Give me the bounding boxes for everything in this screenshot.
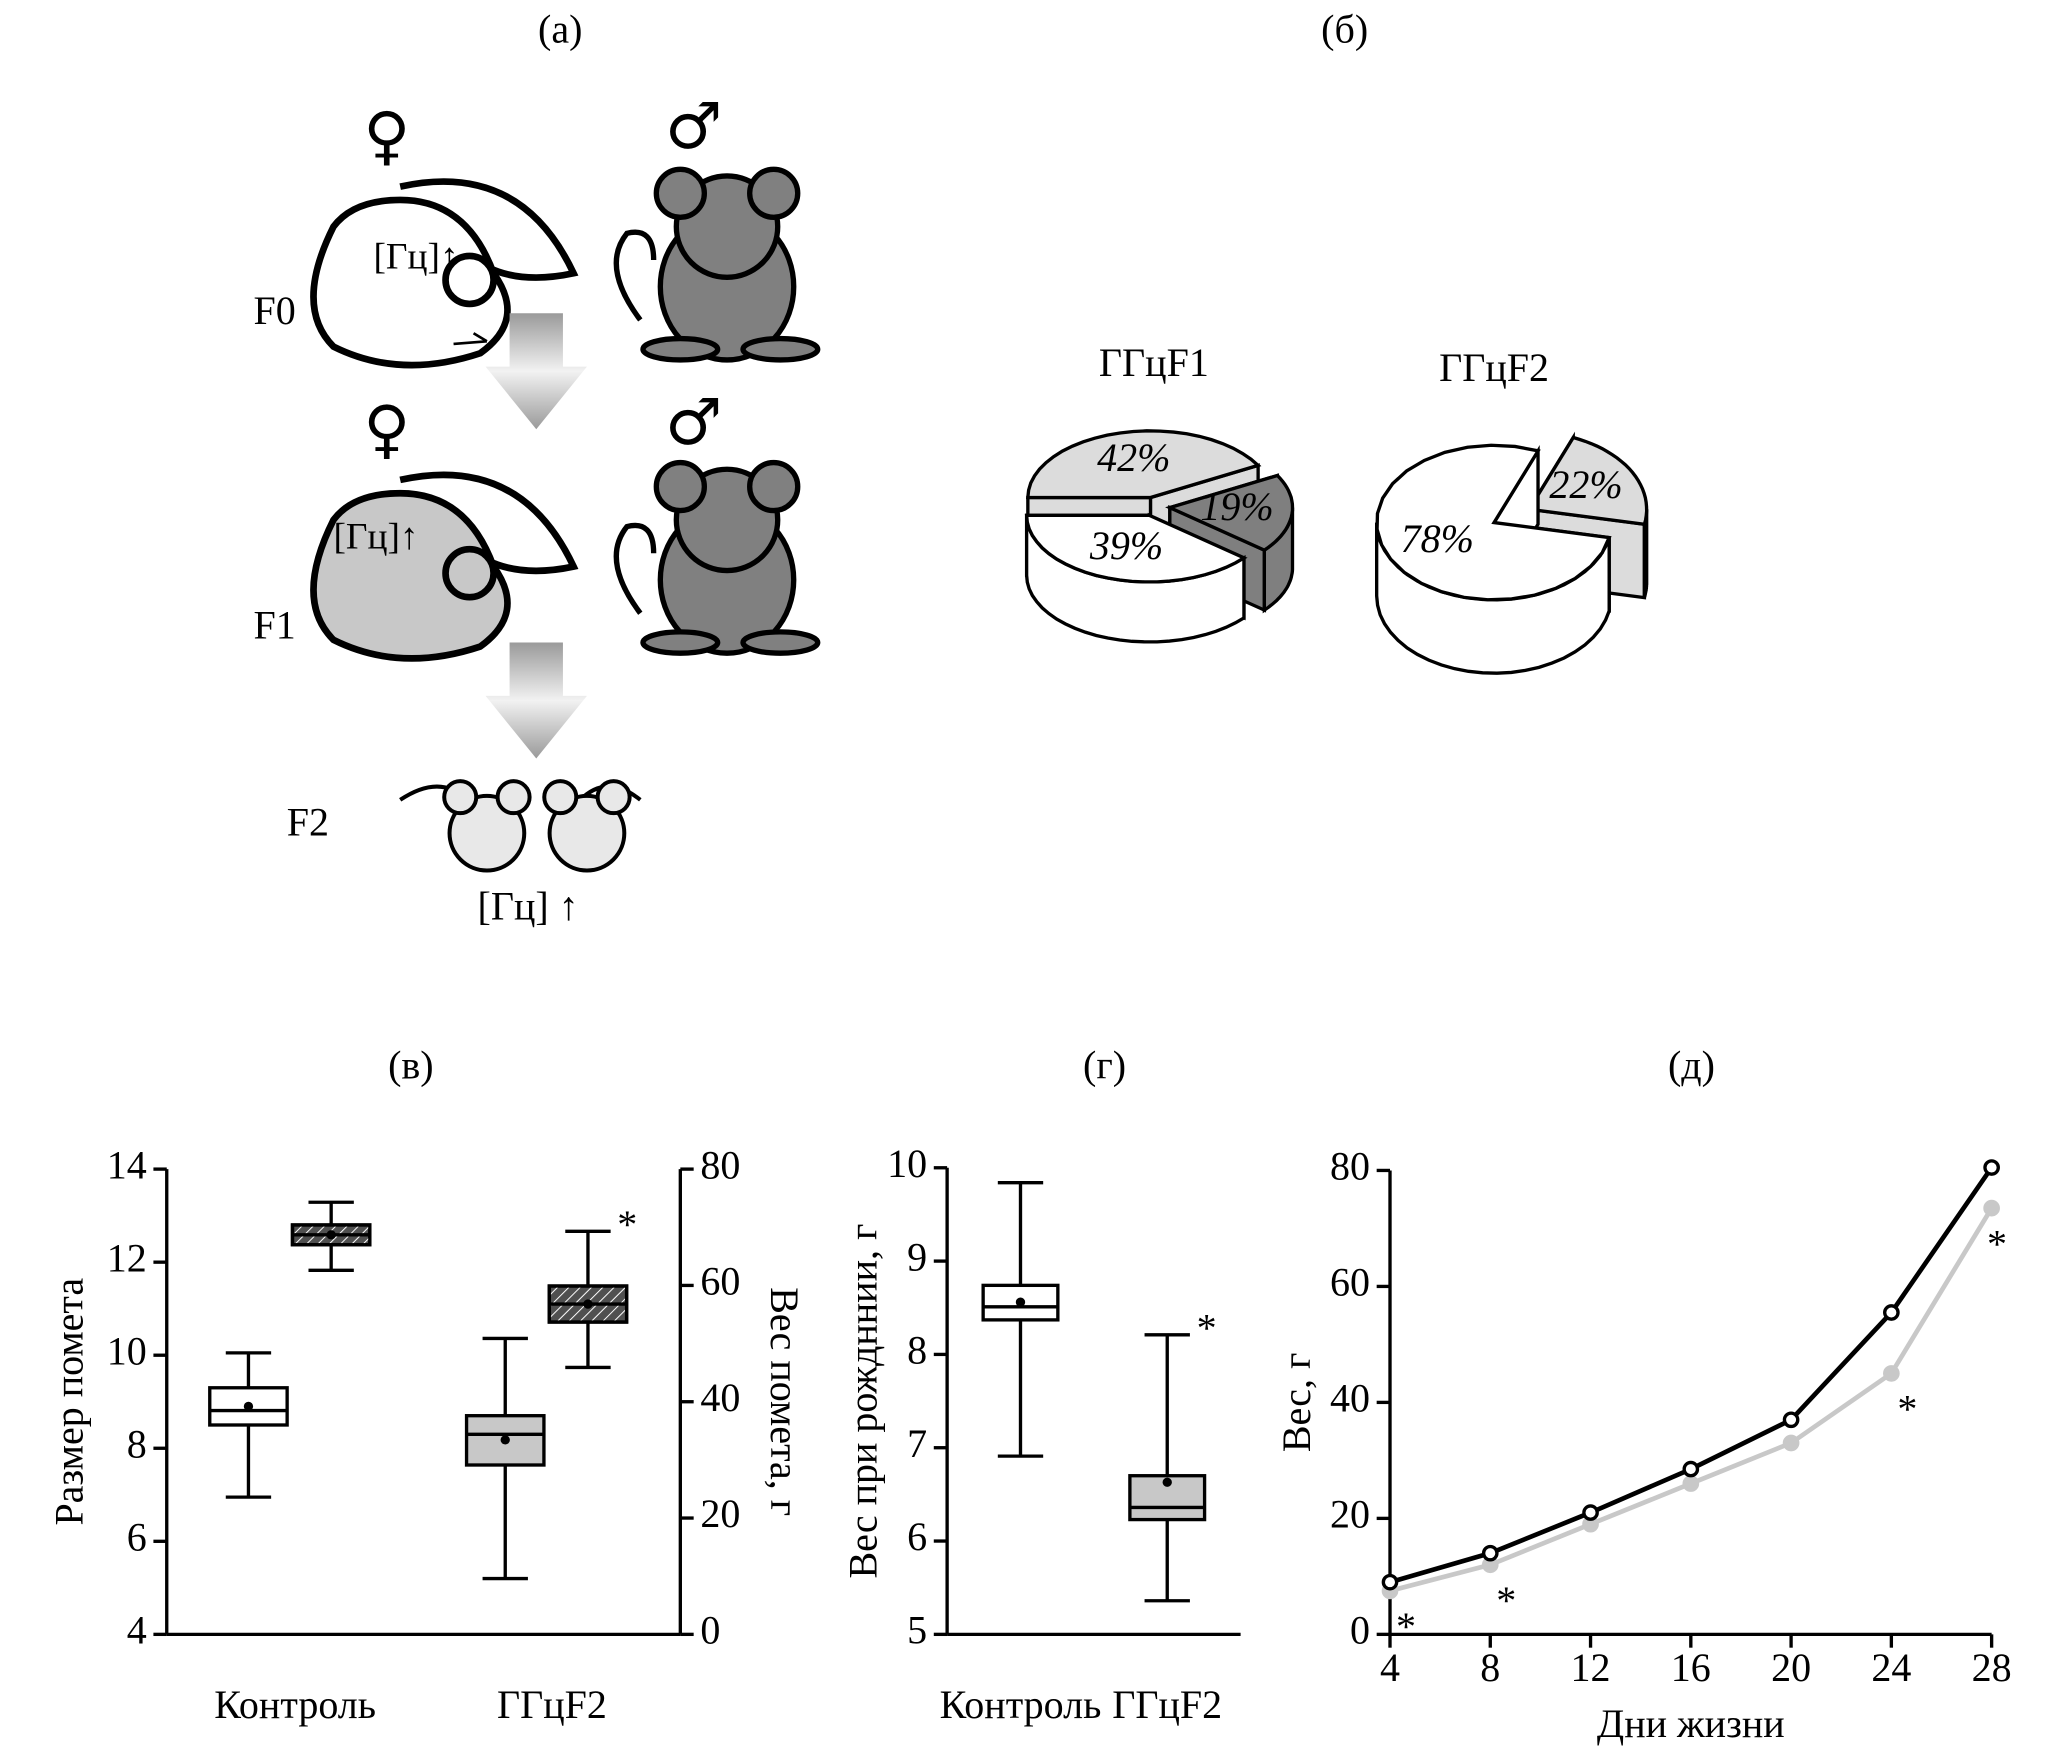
y2-tick-label: 40 — [700, 1375, 740, 1420]
pie-label: 42% — [1097, 435, 1170, 480]
x-tick-label: ГГцF2 — [497, 1682, 607, 1727]
y-axis-label: Размер помета — [47, 1278, 92, 1526]
x-tick-label: 12 — [1571, 1645, 1611, 1690]
y-tick-label: 5 — [907, 1608, 927, 1653]
x-tick-label: Контроль — [940, 1682, 1102, 1727]
male-symbol: ♂ — [665, 386, 722, 460]
x-tick-label: 8 — [1480, 1645, 1500, 1690]
point — [1883, 1365, 1900, 1382]
y-tick-label: 9 — [907, 1234, 927, 1279]
marker-label: [Гц] ↑ — [478, 884, 579, 929]
y2-tick-label: 0 — [700, 1608, 720, 1653]
y-tick-label: 12 — [107, 1235, 147, 1280]
y-tick-label: 10 — [887, 1141, 927, 1186]
pie-label: 39% — [1089, 523, 1163, 568]
y-tick-label: 20 — [1330, 1492, 1370, 1537]
arrow — [485, 642, 587, 759]
mouse-male — [613, 459, 821, 656]
pie-slice — [1526, 435, 1649, 527]
y-tick-label: 40 — [1330, 1376, 1370, 1421]
pie-title: ГГцF2 — [1439, 345, 1549, 390]
mouse-pups — [399, 779, 642, 873]
y-tick-label: 8 — [907, 1328, 927, 1373]
generation-label: F0 — [253, 288, 295, 333]
annotation: * — [1496, 1578, 1516, 1623]
generation-label: F2 — [287, 800, 329, 845]
y-tick-label: 80 — [1330, 1144, 1370, 1189]
y-tick-label: 8 — [127, 1421, 147, 1466]
mean-point — [583, 1299, 593, 1309]
female-symbol: ♀ — [363, 100, 410, 174]
x-axis-label: Дни жизни — [1597, 1701, 1785, 1746]
y-tick-label: 6 — [907, 1514, 927, 1559]
y-tick-label: 60 — [1330, 1260, 1370, 1305]
marker-label: [Гц]↑ — [333, 516, 418, 557]
pie-title: ГГцF1 — [1099, 340, 1209, 385]
breeding-diagram: F0 F1 F2 ♀ ♀ ♂ ♂ [Гц]↑ — [253, 90, 821, 929]
y-tick-label: 10 — [107, 1328, 147, 1373]
pie-slice — [1025, 429, 1262, 500]
point — [1983, 1159, 2000, 1176]
male-symbol: ♂ — [665, 90, 722, 164]
y2-tick-label: 20 — [700, 1491, 740, 1536]
mean-point — [243, 1401, 254, 1412]
female-symbol: ♀ — [363, 393, 410, 467]
pie-slice — [1375, 443, 1612, 602]
mean-point — [1015, 1297, 1026, 1307]
annotation: * — [1396, 1604, 1416, 1649]
x-tick-label: 24 — [1871, 1645, 1911, 1690]
point — [1481, 1544, 1499, 1562]
mean-point — [326, 1230, 336, 1240]
annotation: * — [1197, 1305, 1217, 1350]
x-tick-label: 20 — [1771, 1645, 1811, 1690]
pie-label: 19% — [1200, 484, 1273, 529]
panel-label: (г) — [1083, 1042, 1126, 1087]
point — [1682, 1475, 1700, 1492]
point — [1782, 1411, 1800, 1429]
x-tick-label: 28 — [1972, 1645, 2012, 1690]
pie-label: 22% — [1549, 462, 1622, 507]
generation-label: F1 — [253, 602, 295, 647]
box — [1128, 1474, 1207, 1522]
x-tick-label: 4 — [1380, 1645, 1400, 1690]
y2-axis-label: Вес помета, г — [762, 1287, 807, 1516]
point — [1983, 1199, 2000, 1217]
annotation: * — [617, 1202, 637, 1247]
y-tick-label: 7 — [907, 1421, 927, 1466]
panel-label: (в) — [388, 1042, 434, 1087]
mean-point — [500, 1435, 510, 1445]
y-axis-label: Вес, г — [1274, 1353, 1319, 1453]
series-line — [1389, 1166, 1994, 1585]
x-tick-label: Контроль — [214, 1682, 376, 1727]
mouse-male — [613, 166, 821, 363]
mouse-female-f0 — [310, 178, 579, 369]
panel-label: (а) — [538, 7, 582, 52]
pie-slice — [1165, 473, 1295, 553]
annotation: * — [1897, 1387, 1917, 1432]
point — [1381, 1573, 1399, 1591]
arrow — [485, 313, 587, 430]
mouse-female-f1 — [310, 471, 579, 662]
y-axis-label: Вес при рождннии, г — [840, 1224, 885, 1579]
panel-label: (д) — [1668, 1042, 1715, 1087]
point — [1682, 1460, 1700, 1478]
pie-slice — [1024, 513, 1248, 584]
y2-tick-label: 80 — [700, 1142, 740, 1187]
y-tick-label: 14 — [107, 1142, 147, 1187]
y-tick-label: 6 — [127, 1514, 147, 1559]
mean-point — [1162, 1477, 1172, 1487]
annotation: * — [1987, 1221, 2007, 1266]
pie-label: 78% — [1401, 516, 1474, 561]
panel-label: (б) — [1321, 7, 1368, 52]
x-tick-label: ГГцF2 — [1112, 1682, 1222, 1727]
x-tick-label: 16 — [1671, 1645, 1711, 1690]
point — [1582, 1504, 1599, 1521]
y2-tick-label: 60 — [700, 1259, 740, 1304]
point — [1883, 1304, 1900, 1321]
y-tick-label: 4 — [127, 1608, 147, 1653]
point — [1782, 1434, 1800, 1452]
marker-label: [Гц]↑ — [374, 237, 459, 278]
y-tick-label: 0 — [1350, 1608, 1370, 1653]
